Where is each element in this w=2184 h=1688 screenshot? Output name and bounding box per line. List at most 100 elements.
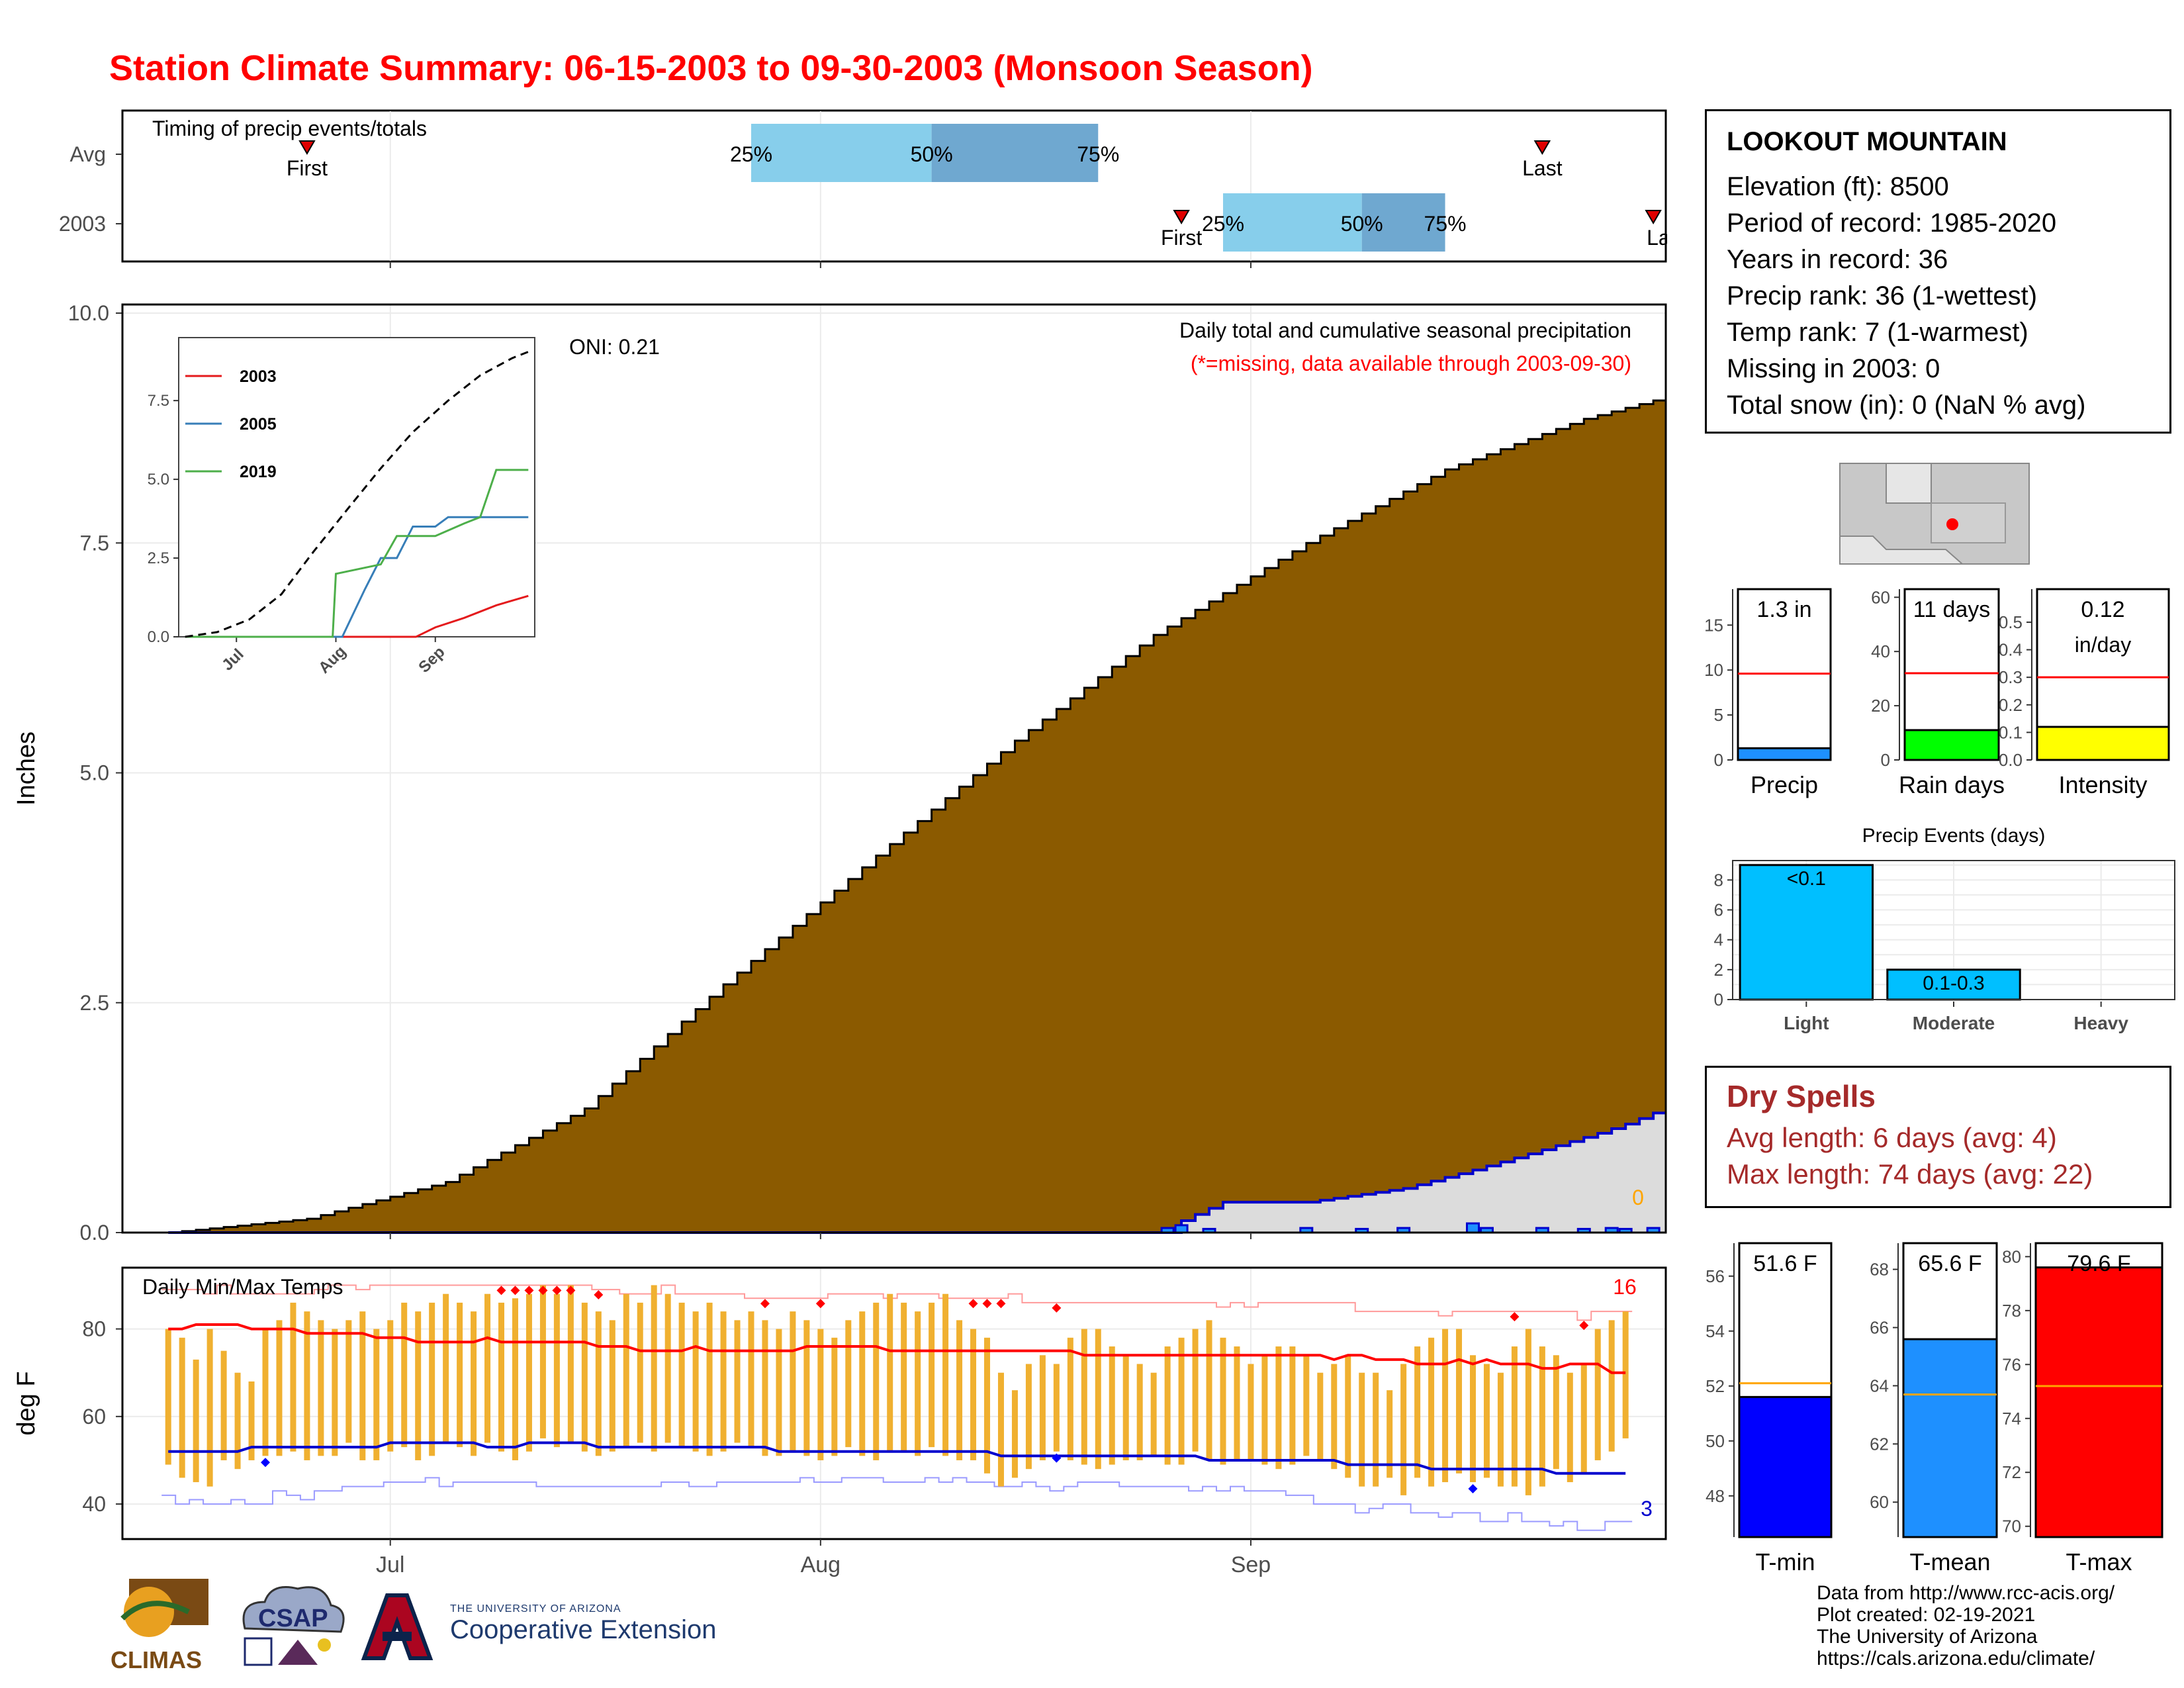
daily-temp-bar <box>484 1293 491 1443</box>
temps-ylabel: deg F <box>13 1371 40 1435</box>
station-precip-rank: Precip rank: 36 (1-wettest) <box>1727 281 2038 310</box>
precip-ylabel: Inches <box>13 731 40 806</box>
daily-temp-bar <box>193 1359 199 1483</box>
timing-right-mask <box>1667 106 1687 265</box>
daily-temp-bar <box>359 1311 366 1460</box>
daily-temp-bar <box>567 1285 574 1443</box>
daily-temp-bar <box>234 1372 241 1470</box>
daily-temp-bar <box>776 1329 782 1456</box>
station-elevation: Elevation (ft): 8500 <box>1727 172 1949 201</box>
summary-precip-ytick-label-0: 0 <box>1714 750 1723 770</box>
oni-label: ONI: 0.21 <box>569 335 660 359</box>
climas-logo: CLIMAS <box>111 1579 208 1673</box>
daily-temp-bar <box>373 1329 380 1460</box>
inset-legend-label-2019: 2019 <box>240 463 277 481</box>
daily-temp-bar <box>997 1372 1004 1487</box>
summary-tmin-ytick-label-4: 56 <box>1706 1266 1725 1286</box>
inset-legend-label-2003: 2003 <box>240 367 277 386</box>
timing-first-marker-0 <box>298 140 316 155</box>
record-min-line <box>161 1477 1633 1531</box>
events-title: Precip Events (days) <box>1862 825 2046 847</box>
summary-precip-title: Precip <box>1751 771 1818 798</box>
record-high-marker <box>1579 1321 1589 1331</box>
record-high-marker <box>760 1299 770 1309</box>
temps-ytick-label-0: 40 <box>82 1492 106 1516</box>
daily-temp-bar <box>1220 1337 1226 1465</box>
daily-temp-bar <box>1622 1311 1629 1438</box>
daily-temp-bar <box>1331 1364 1338 1470</box>
station-location-marker <box>1946 518 1958 530</box>
timing-first-label-1: First <box>1161 226 1202 250</box>
events-bar-light <box>1739 864 1874 1001</box>
station-years: Years in record: 36 <box>1727 245 1948 274</box>
daily-temp-bar <box>1234 1346 1240 1460</box>
summary-intensity-title: Intensity <box>2058 771 2147 798</box>
daily-precip-bar <box>1174 1224 1189 1234</box>
timing-first-marker-1 <box>1173 210 1190 224</box>
timing-band-25-50-0 <box>751 124 932 182</box>
daily-temp-bar <box>1497 1372 1504 1487</box>
daily-temp-bar <box>1275 1346 1282 1470</box>
daily-temp-bar <box>1608 1320 1615 1452</box>
precip-ytick-label-3: 7.5 <box>80 531 109 555</box>
summary-tmax-ytick-label-2: 74 <box>2002 1409 2021 1429</box>
precip-ytick-label-0: 0.0 <box>80 1221 109 1244</box>
daily-temp-bar <box>970 1329 977 1460</box>
daily-temp-bar <box>415 1311 422 1460</box>
temps-frame <box>121 1266 1667 1540</box>
summary-intensity-ytick-label-0: 0.0 <box>1999 750 2023 770</box>
events-bar-moderate <box>1886 968 2021 1001</box>
events-category-label-0: Light <box>1784 1013 1829 1033</box>
daily-temp-bar <box>706 1302 713 1456</box>
record-high-marker <box>982 1299 992 1309</box>
precip-ytick-label-1: 2.5 <box>80 991 109 1015</box>
footer-created: Plot created: 02-19-2021 <box>1817 1604 2036 1626</box>
dry-spells-box: Dry Spells Avg length: 6 days (avg: 4) M… <box>1705 1066 2171 1208</box>
events-ytick-label-0: 0 <box>1714 990 1723 1009</box>
daily-temp-bar <box>304 1311 310 1460</box>
summary-tmean-ytick-label-1: 62 <box>1870 1434 1889 1454</box>
inset-ytick-label-1: 2.5 <box>148 549 169 567</box>
ua-small-text: THE UNIVERSITY OF ARIZONA <box>450 1603 621 1615</box>
record-high-count: 16 <box>1613 1275 1637 1299</box>
daily-temp-bar <box>1136 1364 1143 1460</box>
daily-temp-bar <box>929 1302 935 1448</box>
daily-temp-bar <box>803 1320 810 1456</box>
daily-temp-bar <box>1456 1329 1463 1474</box>
daily-temp-bar <box>1428 1337 1435 1487</box>
location-map <box>1839 463 2030 565</box>
daily-temp-bar <box>1359 1372 1365 1487</box>
summary-tmin-title: T-min <box>1756 1548 1815 1575</box>
daily-temp-bar <box>1067 1337 1073 1460</box>
record-high-marker <box>552 1286 562 1295</box>
station-missing: Missing in 2003: 0 <box>1727 354 1940 383</box>
record-high-marker <box>1052 1303 1062 1313</box>
summary-precip-value-label: 1.3 in <box>1756 597 1811 622</box>
temps-xtick-label-1: Aug <box>801 1552 841 1577</box>
daily-temp-bar <box>387 1320 394 1452</box>
page-title: Station Climate Summary: 06-15-2003 to 0… <box>109 48 1313 88</box>
missing-count-label: 0 <box>1632 1186 1644 1209</box>
station-snow: Total snow (in): 0 (NaN % avg) <box>1727 391 2086 420</box>
map-arizona <box>1931 502 2006 543</box>
avg-min-line <box>168 1441 1626 1475</box>
summary-intensity-ytick-label-2: 0.2 <box>1999 695 2023 715</box>
summary-tmin-value-bar <box>1738 1395 1833 1538</box>
inset-ytick-label-2: 5.0 <box>148 471 169 489</box>
inset-ytick-label-0: 0.0 <box>148 628 169 646</box>
daily-temp-bar <box>1248 1364 1254 1460</box>
summary-precip-value-bar <box>1737 747 1832 761</box>
record-high-marker <box>1510 1312 1520 1322</box>
daily-temp-bar <box>762 1320 768 1456</box>
summary-tmean-value-label: 65.6 F <box>1918 1251 1981 1276</box>
daily-temp-bar <box>1192 1329 1199 1452</box>
daily-temp-bar <box>859 1311 866 1456</box>
avg-cumulative-area <box>168 400 1666 1233</box>
record-high-marker <box>996 1299 1006 1309</box>
timing-last-marker-1 <box>1645 210 1662 224</box>
daily-temp-bar <box>290 1302 296 1452</box>
summary-raindays-ytick-label-2: 40 <box>1871 641 1890 661</box>
daily-temp-bar <box>1122 1355 1129 1460</box>
